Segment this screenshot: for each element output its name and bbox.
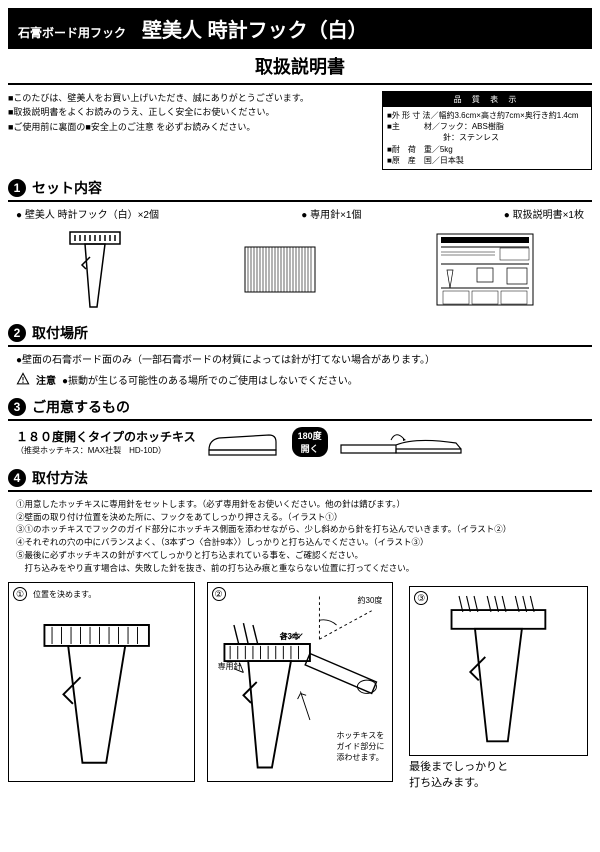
step: ②壁面の取り付け位置を決めた所に、フックをあてしっかり押さえる。（イラスト①） — [16, 511, 584, 524]
warn-label: 注意 — [36, 372, 56, 387]
stapler-text: １８０度開くタイプのホッチキス — [16, 428, 196, 445]
content-item: ● 専用針×1個 — [301, 206, 361, 221]
step: ③①のホッチキスでフックのガイド部分にホッチキス側面を添わせながら、少し斜めから… — [16, 523, 584, 536]
diag2-pins: 各3本 — [280, 631, 300, 642]
manual-sheet-icon — [435, 232, 535, 307]
warning-icon — [16, 372, 30, 386]
section-3-header: 3 ご用意するもの — [8, 397, 592, 421]
intro-line: ■取扱説明書をよくお読みのうえ、正しく安全にお使いください。 — [8, 105, 374, 119]
section-num: 2 — [8, 324, 26, 342]
spec-row: ■原 産 国／日本製 — [387, 155, 587, 166]
s2-line: ●壁面の石膏ボード面のみ（一部石膏ボードの材質によっては針が打てない場合がありま… — [8, 351, 592, 370]
stapler-open-icon — [336, 425, 466, 460]
diagram-2: ② 約30度 各3本 専用針 ホッチキスを ガイド部分に 添わせます。 — [207, 582, 394, 782]
diagram-3: ③ 最後までしっかりと 打ち込みます。 — [405, 582, 592, 782]
step: ⑤最後に必ずホッチキスの針がすべてしっかりと打ち込まれている事を、ご確認ください… — [16, 549, 584, 562]
spec-row: 針：ステンレス — [387, 132, 587, 143]
spec-table: 品 質 表 示 ■外 形 寸 法／幅約3.6cm×高さ約7cm×奥行き約1.4c… — [382, 91, 592, 170]
header: 石膏ボード用フック 壁美人 時計フック（白） — [8, 8, 592, 49]
content-item: ● 取扱説明書×1枚 — [504, 206, 584, 221]
stapler-closed-icon — [204, 425, 284, 460]
contents-images — [8, 225, 592, 315]
diagrams: ① 位置を決めます。 ② 約30度 各3本 専用針 ホッチキスを ガイド部分に … — [8, 582, 592, 782]
content-item: ● 壁美人 時計フック（白）×2個 — [16, 206, 159, 221]
diag3-final: 最後までしっかりと 打ち込みます。 — [409, 758, 588, 790]
section-num: 4 — [8, 469, 26, 487]
section-1-header: 1 セット内容 — [8, 178, 592, 202]
step: 打ち込みをやり直す場合は、失敗した針を抜き、前の打ち込み痕と重ならない位置に打っ… — [16, 562, 584, 575]
diag1-note: 位置を決めます。 — [33, 589, 96, 600]
diag2-pinlabel: 専用針 — [218, 661, 242, 672]
section-title: セット内容 — [32, 178, 102, 198]
stapler-sub: （推奨ホッチキス：MAX社製 HD-10D） — [16, 445, 196, 456]
section-2-header: 2 取付場所 — [8, 323, 592, 347]
intro-line: ■このたびは、壁美人をお買い上げいただき、誠にありがとうございます。 — [8, 91, 374, 105]
method-steps: ①用意したホッチキスに専用針をセットします。（必ず専用針をお使いください。他の針… — [8, 496, 592, 577]
section-title: 取付場所 — [32, 323, 88, 343]
diag1-svg — [13, 587, 190, 777]
manual-title: 取扱説明書 — [8, 49, 592, 85]
section-title: ご用意するもの — [32, 397, 130, 417]
diagram-1: ① 位置を決めます。 — [8, 582, 195, 782]
open-bubble: 180度 開く — [292, 427, 328, 457]
diag2-guide: ホッチキスを ガイド部分に 添わせます。 — [336, 730, 384, 763]
contents-labels: ● 壁美人 時計フック（白）×2個 ● 専用針×1個 ● 取扱説明書×1枚 — [8, 206, 592, 221]
diag-num: ② — [212, 587, 226, 601]
section-num: 3 — [8, 398, 26, 416]
step: ④それぞれの穴の中にバランスよく、（3本ずつ〈合計9本〉）しっかりと打ち込んでく… — [16, 536, 584, 549]
intro-line: ■ご使用前に裏面の■安全上のご注意 を必ずお読みください。 — [8, 120, 374, 134]
spec-row: ■外 形 寸 法／幅約3.6cm×高さ約7cm×奥行き約1.4cm — [387, 110, 587, 121]
step: ①用意したホッチキスに専用針をセットします。（必ず専用針をお使いください。他の針… — [16, 498, 584, 511]
diag3-svg — [414, 591, 583, 751]
warn-text: ●振動が生じる可能性のある場所でのご使用はしないでください。 — [62, 372, 358, 387]
intro-text: ■このたびは、壁美人をお買い上げいただき、誠にありがとうございます。 ■取扱説明… — [8, 91, 374, 134]
section-4-header: 4 取付方法 — [8, 468, 592, 492]
warning-row: 注意 ●振動が生じる可能性のある場所でのご使用はしないでください。 — [8, 370, 592, 389]
spec-title: 品 質 表 示 — [383, 92, 591, 107]
section-title: 取付方法 — [32, 468, 88, 488]
header-product: 壁美人 時計フック（白） — [142, 14, 368, 43]
staples-icon — [240, 242, 320, 297]
diag2-angle: 約30度 — [358, 595, 383, 606]
header-category: 石膏ボード用フック — [18, 24, 126, 41]
stapler-row: １８０度開くタイプのホッチキス （推奨ホッチキス：MAX社製 HD-10D） 1… — [8, 425, 592, 460]
spec-row: ■主 材／フック：ABS樹脂 — [387, 121, 587, 132]
spec-row: ■耐 荷 重／5kg — [387, 144, 587, 155]
hook-icon — [65, 227, 125, 312]
section-num: 1 — [8, 179, 26, 197]
